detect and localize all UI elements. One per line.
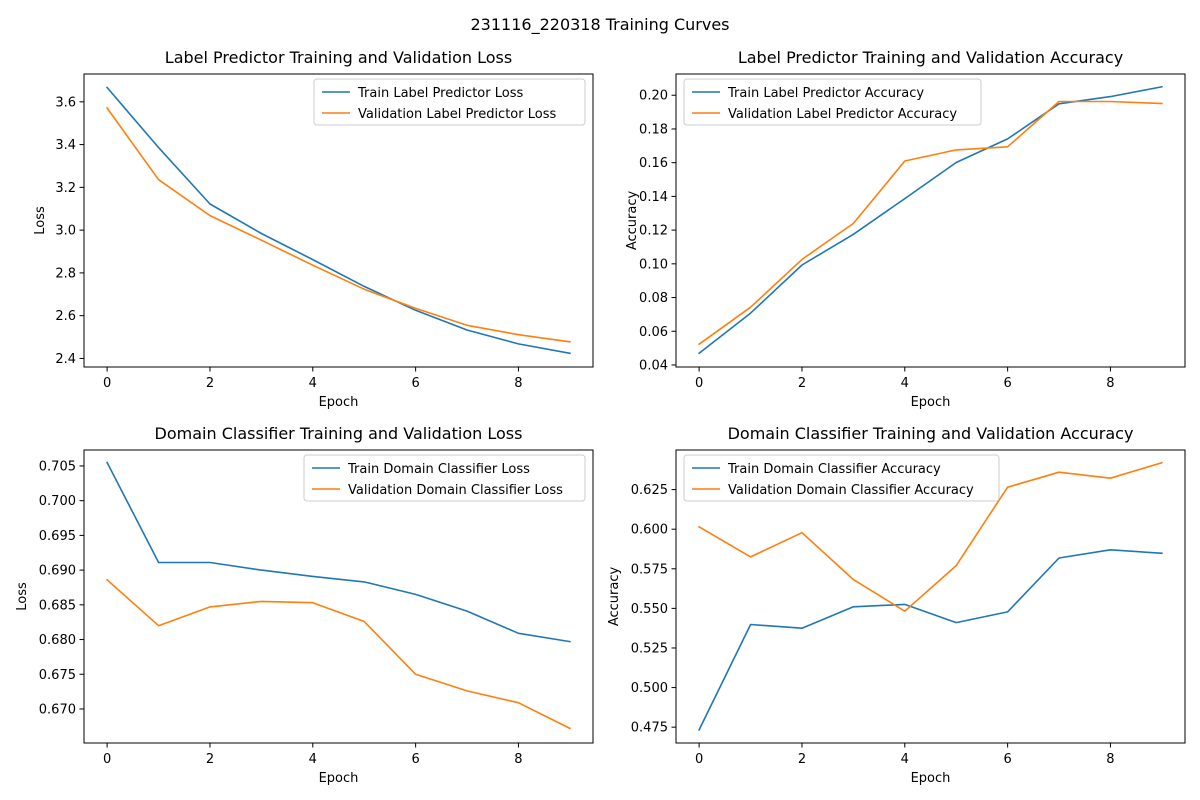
legend-label: Train Label Predictor Loss [357, 86, 523, 101]
figure-suptitle: 231116_220318 Training Curves [471, 15, 730, 35]
series-line-validation [105, 106, 571, 343]
legend: Train Label Predictor Loss Validation Lab… [313, 78, 586, 126]
y-tick-label: 0.04 [639, 358, 668, 373]
legend-label: Validation Label Predictor Accuracy [728, 107, 957, 122]
y-tick-label: 0.695 [39, 529, 76, 544]
y-tick-label: 0.705 [39, 459, 76, 474]
legend-box [683, 78, 982, 126]
x-tick-label: 0 [103, 752, 111, 767]
x-tick-label: 8 [514, 752, 522, 767]
y-tick-label: 3.6 [55, 95, 76, 110]
y-tick-label: 0.10 [639, 257, 668, 272]
series-line-train [697, 85, 1163, 355]
chart-title: Domain Classifier Training and Validatio… [728, 424, 1134, 443]
legend-label: Train Domain Classifier Accuracy [727, 462, 941, 477]
legend: Train Domain Classifier Loss Validation D… [303, 454, 586, 502]
legend-label: Validation Domain Classifier Loss [348, 483, 563, 498]
x-tick-label: 6 [1003, 752, 1011, 767]
x-tick-label: 2 [206, 376, 214, 391]
y-tick-label: 3.2 [55, 181, 76, 196]
y-tick-label: 0.600 [631, 523, 668, 538]
y-tick-label: 3.0 [55, 224, 76, 239]
y-tick-label: 0.14 [639, 190, 668, 205]
y-tick-label: 3.4 [55, 138, 76, 153]
x-axis-label: Epoch [911, 771, 951, 786]
chart-panel-3: Domain Classifier Training and Validatio… [15, 424, 594, 786]
x-tick-label: 2 [206, 752, 214, 767]
x-tick-label: 4 [901, 376, 909, 391]
legend-label: Train Domain Classifier Loss [347, 462, 530, 477]
x-axis-label: Epoch [319, 395, 359, 410]
x-axis-label: Epoch [319, 771, 359, 786]
plot-area-frame [83, 449, 594, 744]
y-axis-label: Accuracy [625, 191, 640, 251]
series-line-validation [698, 461, 1163, 613]
x-tick-label: 6 [1003, 376, 1011, 391]
x-tick-label: 8 [1106, 376, 1114, 391]
y-tick-label: 0.670 [39, 702, 76, 717]
y-tick-label: 0.08 [639, 291, 668, 306]
x-tick-label: 4 [309, 752, 317, 767]
legend: Train Label Predictor Accuracy Validation… [683, 78, 982, 126]
chart-title: Domain Classifier Training and Validatio… [155, 424, 523, 443]
y-axis-label: Loss [33, 206, 48, 235]
chart-title: Label Predictor Training and Validation … [738, 48, 1123, 67]
y-tick-label: 2.8 [55, 266, 76, 281]
y-tick-label: 0.625 [631, 483, 668, 498]
x-axis-label: Epoch [911, 395, 951, 410]
series-line-train [698, 548, 1163, 731]
series-line-train [106, 461, 571, 643]
plot-area-frame [675, 73, 1186, 368]
y-tick-label: 0.680 [39, 633, 76, 648]
x-tick-label: 0 [695, 752, 703, 767]
chart-panel-4: Domain Classifier Training and Validatio… [607, 424, 1186, 786]
series-line-train [105, 86, 571, 355]
y-tick-label: 0.500 [631, 681, 668, 696]
x-tick-label: 2 [798, 752, 806, 767]
y-tick-label: 0.550 [631, 602, 668, 617]
y-tick-label: 0.18 [639, 122, 668, 137]
legend: Train Domain Classifier Accuracy Validati… [683, 454, 1000, 502]
x-tick-label: 8 [1106, 752, 1114, 767]
legend-label: Train Label Predictor Accuracy [727, 86, 924, 101]
y-tick-label: 2.4 [55, 352, 76, 367]
series-line-validation [105, 578, 571, 730]
y-tick-label: 0.575 [631, 562, 668, 577]
y-tick-label: 2.6 [55, 309, 76, 324]
y-axis-label: Accuracy [607, 567, 622, 627]
y-tick-label: 0.16 [639, 156, 668, 171]
y-tick-label: 0.12 [639, 224, 668, 239]
plot-area-frame [675, 449, 1186, 744]
x-tick-label: 4 [901, 752, 909, 767]
legend-box [303, 454, 586, 502]
y-tick-label: 0.700 [39, 494, 76, 509]
x-tick-label: 0 [695, 376, 703, 391]
y-tick-label: 0.06 [639, 325, 668, 340]
y-tick-label: 0.20 [639, 89, 668, 104]
x-tick-label: 8 [514, 376, 522, 391]
chart-title: Label Predictor Training and Validation … [165, 48, 512, 67]
y-axis-label: Loss [15, 582, 30, 611]
x-tick-label: 6 [411, 376, 419, 391]
y-tick-label: 0.525 [631, 641, 668, 656]
legend-label: Validation Label Predictor Loss [358, 107, 556, 122]
x-tick-label: 4 [309, 376, 317, 391]
legend-box [683, 454, 1000, 502]
legend-box [313, 78, 586, 126]
chart-panel-2: Label Predictor Training and Validation … [625, 48, 1186, 410]
chart-panel-1: Label Predictor Training and Validation … [33, 48, 594, 410]
x-tick-label: 2 [798, 376, 806, 391]
x-tick-label: 0 [103, 376, 111, 391]
y-tick-label: 0.685 [39, 598, 76, 613]
series-line-validation [697, 100, 1163, 346]
y-tick-label: 0.690 [39, 564, 76, 579]
plot-area-frame [83, 73, 594, 368]
y-tick-label: 0.675 [39, 668, 76, 683]
legend-label: Validation Domain Classifier Accuracy [728, 483, 974, 498]
x-tick-label: 6 [411, 752, 419, 767]
y-tick-label: 0.475 [631, 721, 668, 736]
